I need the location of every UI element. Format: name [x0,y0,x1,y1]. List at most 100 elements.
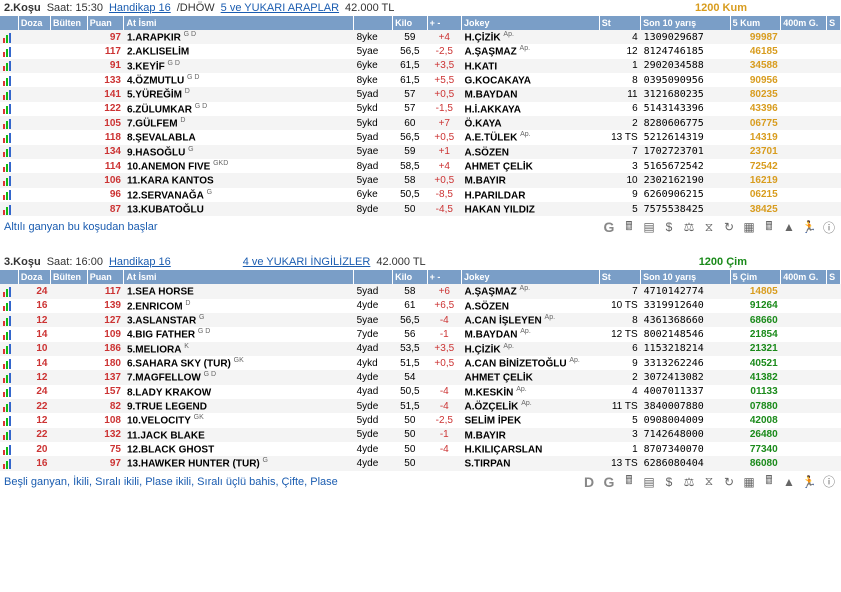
bar-chart-icon[interactable] [3,204,13,214]
at-cell[interactable]: 2.ENRICOM D [124,299,354,313]
list-icon[interactable]: ▤ [641,474,657,490]
at-cell[interactable]: 5.MELIORA K [124,342,354,356]
col-header[interactable]: + - [427,16,461,30]
bar-chart-icon[interactable] [3,329,13,339]
bar-chart-icon[interactable] [3,401,13,411]
at-cell[interactable]: 13.KUBATOĞLU [124,202,354,216]
bar-chart-icon[interactable] [3,300,13,310]
bar-chart-icon[interactable] [3,343,13,353]
bar-chart-icon[interactable] [3,161,13,171]
info-icon[interactable]: ⓘ [821,219,837,235]
bar-chart-icon[interactable] [3,429,13,439]
G-icon[interactable]: G [601,219,617,235]
bar-chart-icon[interactable] [3,75,13,85]
run-icon[interactable]: 🏃 [801,219,817,235]
at-cell[interactable]: 6.SAHARA SKY (TUR) GK [124,356,354,370]
at-cell[interactable]: 9.HASOĞLU G [124,145,354,159]
col-header[interactable]: S [827,270,841,284]
col-header[interactable]: St [599,270,640,284]
time-icon[interactable]: ⧖ [701,219,717,235]
time-icon[interactable]: ⧖ [701,474,717,490]
at-cell[interactable]: 8.LADY KRAKOW [124,385,354,399]
at-cell[interactable]: 11.JACK BLAKE [124,428,354,442]
bar-chart-icon[interactable] [3,175,13,185]
bar-chart-icon[interactable] [3,315,13,325]
bar-chart-icon[interactable] [3,444,13,454]
at-cell[interactable]: 12.BLACK GHOST [124,442,354,456]
col-header[interactable]: Jokey [462,16,600,30]
col-header[interactable] [354,270,393,284]
col-header[interactable]: Son 10 yarış [641,16,731,30]
col-header[interactable]: 400m G. [781,270,827,284]
at-cell[interactable]: 11.KARA KANTOS [124,173,354,187]
col-header[interactable]: Jokey [462,270,600,284]
at-cell[interactable]: 12.SERVANAĞA G [124,188,354,202]
at-cell[interactable]: 1.SEA HORSE [124,284,354,298]
col-header[interactable]: Doza [18,16,50,30]
gavel-icon[interactable]: ⚖ [681,219,697,235]
at-cell[interactable]: 3.ASLANSTAR G [124,313,354,327]
at-cell[interactable]: 2.AKLISELİM [124,44,354,58]
run-icon[interactable]: 🏃 [801,474,817,490]
bar-chart-icon[interactable] [3,146,13,156]
grid-icon[interactable]: ▦ [741,474,757,490]
col-header[interactable]: 5 Çim [730,270,781,284]
handikap-link[interactable]: Handikap 16 [109,256,171,268]
list-icon[interactable]: ▤ [641,219,657,235]
bar-chart-icon[interactable] [3,118,13,128]
col-header[interactable]: At İsmi [124,16,354,30]
col-header[interactable]: 400m G. [781,16,827,30]
col-header[interactable] [0,16,18,30]
grid-icon[interactable]: ▦ [741,219,757,235]
handikap-link[interactable]: Handikap 16 [109,2,171,14]
col-header[interactable] [0,270,18,284]
bar-chart-icon[interactable] [3,386,13,396]
gavel-icon[interactable]: ⚖ [681,474,697,490]
info-icon[interactable]: ⓘ [821,474,837,490]
cycle-icon[interactable]: ↻ [721,474,737,490]
at-cell[interactable]: 10.VELOCITY GK [124,413,354,427]
mt-icon[interactable]: ▲ [781,474,797,490]
bar-chart-icon[interactable] [3,458,13,468]
at-cell[interactable]: 8.ŞEVALABLA [124,130,354,144]
bar-chart-icon[interactable] [3,372,13,382]
bar-chart-icon[interactable] [3,103,13,113]
col-header[interactable]: At İsmi [124,270,354,284]
at-cell[interactable]: 7.GÜLFEM D [124,116,354,130]
bar-chart-icon[interactable] [3,89,13,99]
bar-chart-icon[interactable] [3,189,13,199]
mt-icon[interactable]: ▲ [781,219,797,235]
bar-chart-icon[interactable] [3,286,13,296]
at-cell[interactable]: 3.KEYİF G D [124,59,354,73]
bar-chart-icon[interactable] [3,32,13,42]
bar-chart-icon[interactable] [3,132,13,142]
group-link[interactable]: 4 ve YUKARI İNGİLİZLER [243,256,371,268]
at-cell[interactable]: 4.ÖZMUTLU G D [124,73,354,87]
col-header[interactable]: Kilo [393,270,427,284]
calc-icon[interactable]: 🖩 [621,219,637,235]
bar-chart-icon[interactable] [3,415,13,425]
col-header[interactable]: Doza [18,270,50,284]
calc-icon[interactable]: 🖩 [621,474,637,490]
dollar-icon[interactable]: $ [661,474,677,490]
bar-chart-icon[interactable] [3,60,13,70]
calc2-icon[interactable]: 🖩 [761,474,777,490]
at-cell[interactable]: 9.TRUE LEGEND [124,399,354,413]
col-header[interactable]: S [827,16,841,30]
col-header[interactable] [354,16,393,30]
col-header[interactable]: Son 10 yarış [641,270,731,284]
G-icon[interactable]: G [601,474,617,490]
D-icon[interactable]: D [581,474,597,490]
dollar-icon[interactable]: $ [661,219,677,235]
at-cell[interactable]: 5.YÜREĞİM D [124,87,354,101]
col-header[interactable]: Puan [87,16,124,30]
bar-chart-icon[interactable] [3,358,13,368]
col-header[interactable]: Bülten [51,270,88,284]
bar-chart-icon[interactable] [3,46,13,56]
at-cell[interactable]: 4.BIG FATHER G D [124,327,354,341]
at-cell[interactable]: 6.ZÜLUMKAR G D [124,102,354,116]
cycle-icon[interactable]: ↻ [721,219,737,235]
col-header[interactable]: + - [427,270,461,284]
at-cell[interactable]: 10.ANEMON FIVE GKD [124,159,354,173]
at-cell[interactable]: 7.MAGFELLOW G D [124,370,354,384]
